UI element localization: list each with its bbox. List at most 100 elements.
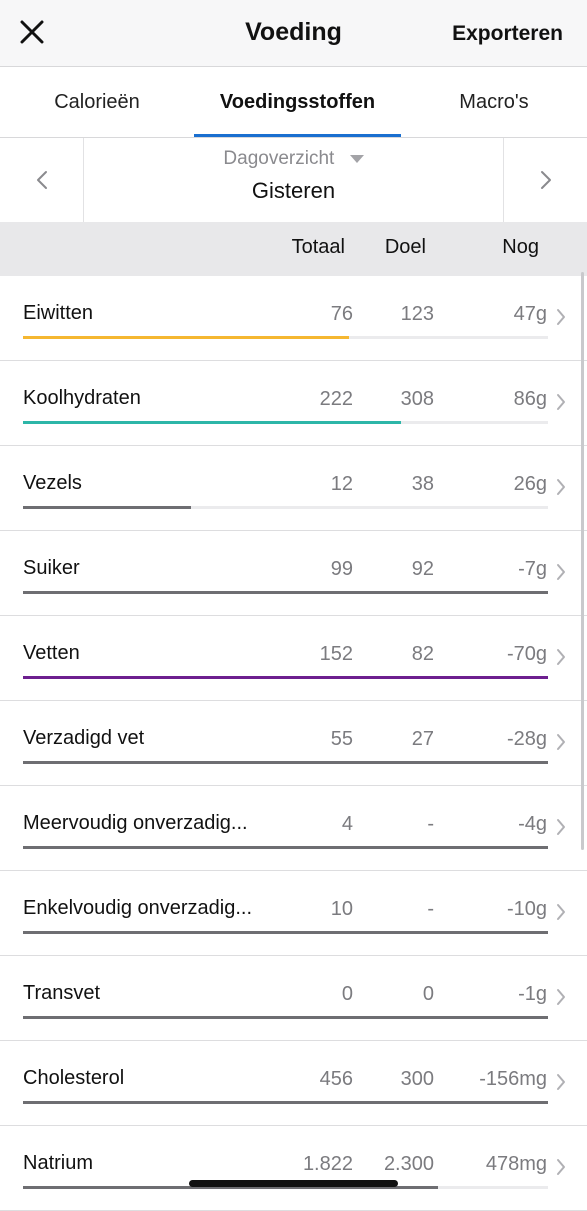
nutrient-left: -28g <box>506 728 547 750</box>
progress-fill <box>23 761 548 764</box>
progress-fill <box>23 506 191 509</box>
nutrient-left: -10g <box>506 898 547 920</box>
close-button[interactable] <box>16 14 52 52</box>
chevron-left-icon <box>36 171 47 189</box>
nutrient-total: 99 <box>330 558 353 580</box>
nutrient-left: 47g <box>513 303 547 325</box>
nutrient-left: -1g <box>518 983 547 1005</box>
column-header-left: Nog <box>502 236 539 258</box>
nutrient-total: 152 <box>319 643 353 665</box>
next-day-button[interactable] <box>503 138 587 222</box>
chevron-right-icon <box>557 989 565 1005</box>
caret-down-icon <box>349 154 364 163</box>
previous-day-button[interactable] <box>0 138 84 222</box>
nutrient-goal: - <box>427 898 434 920</box>
nutrient-left: -70g <box>506 643 547 665</box>
nutrient-name: Natrium <box>23 1152 94 1174</box>
home-indicator <box>189 1180 398 1187</box>
nutrient-total: 4 <box>341 813 353 835</box>
nutrient-row[interactable]: Eiwitten 76 123 47g <box>0 276 587 361</box>
date-display: Dagoverzicht Gisteren <box>84 138 503 222</box>
tab-calories[interactable]: Calorieën <box>54 91 140 113</box>
nutrient-row[interactable]: Natrium 1.822 2.300 478mg <box>0 1126 587 1211</box>
tab-macros[interactable]: Macro's <box>459 91 529 113</box>
chevron-right-icon <box>557 649 565 665</box>
column-header-total: Totaal <box>291 236 345 258</box>
nutrient-row[interactable]: Enkelvoudig onverzadig... 10 - -10g <box>0 871 587 956</box>
progress-track <box>23 1101 548 1104</box>
nutrient-name: Transvet <box>23 982 101 1004</box>
nutrient-total: 76 <box>330 303 353 325</box>
progress-fill <box>23 676 548 679</box>
nutrient-left: 86g <box>513 388 547 410</box>
nutrient-total: 12 <box>330 473 353 495</box>
selected-date: Gisteren <box>251 178 336 203</box>
chevron-right-icon <box>557 479 565 495</box>
nutrient-goal: - <box>427 813 434 835</box>
date-selector: Dagoverzicht Gisteren <box>0 138 587 222</box>
nutrient-left: -156mg <box>479 1068 547 1090</box>
column-header-goal: Doel <box>384 236 426 258</box>
active-tab-indicator <box>194 134 401 137</box>
nutrient-list: Eiwitten 76 123 47g Koolhydraten 222 308 86g Vez… <box>0 276 587 1211</box>
chevron-right-icon <box>557 819 565 835</box>
progress-fill <box>23 421 401 424</box>
progress-fill <box>23 1186 438 1189</box>
tab-nutrients[interactable]: Voedingsstoffen <box>219 91 376 113</box>
progress-track <box>23 506 548 509</box>
chevron-right-icon <box>557 1074 565 1090</box>
nutrient-total: 222 <box>319 388 353 410</box>
close-icon <box>20 20 44 44</box>
nutrient-name: Cholesterol <box>23 1067 125 1089</box>
nutrient-goal: 92 <box>411 558 434 580</box>
nutrient-name: Eiwitten <box>23 302 94 324</box>
chevron-right-icon <box>557 1159 565 1175</box>
nutrient-name: Enkelvoudig onverzadig... <box>23 897 253 919</box>
chevron-right-icon <box>557 734 565 750</box>
export-button[interactable]: Exporteren <box>452 22 563 45</box>
view-mode-dropdown[interactable]: Dagoverzicht <box>223 148 364 170</box>
nutrient-name: Suiker <box>23 557 80 579</box>
nutrient-left: 26g <box>513 473 547 495</box>
progress-track <box>23 591 548 594</box>
nutrient-row[interactable]: Cholesterol 456 300 -156mg <box>0 1041 587 1126</box>
nutrient-goal: 27 <box>411 728 434 750</box>
nutrient-goal: 82 <box>411 643 434 665</box>
progress-fill <box>23 336 349 339</box>
progress-track <box>23 336 548 339</box>
tab-bar: Calorieën Voedingsstoffen Macro's <box>0 67 587 138</box>
chevron-right-icon <box>557 394 565 410</box>
progress-fill <box>23 1101 548 1104</box>
nutrient-row[interactable]: Vezels 12 38 26g <box>0 446 587 531</box>
nutrient-name: Meervoudig onverzadig... <box>23 812 248 834</box>
progress-fill <box>23 591 548 594</box>
progress-track <box>23 931 548 934</box>
nutrient-total: 0 <box>341 983 353 1005</box>
nutrient-row[interactable]: Meervoudig onverzadig... 4 - -4g <box>0 786 587 871</box>
nutrient-row[interactable]: Verzadigd vet 55 27 -28g <box>0 701 587 786</box>
progress-fill <box>23 846 548 849</box>
progress-track <box>23 676 548 679</box>
nutrient-goal: 38 <box>411 473 434 495</box>
nutrient-row[interactable]: Koolhydraten 222 308 86g <box>0 361 587 446</box>
nutrient-left: -7g <box>518 558 547 580</box>
progress-track <box>23 761 548 764</box>
view-mode-label: Dagoverzicht <box>223 148 335 169</box>
nutrient-row[interactable]: Suiker 99 92 -7g <box>0 531 587 616</box>
nutrient-left: -4g <box>518 813 547 835</box>
nutrient-total: 456 <box>319 1068 353 1090</box>
nutrient-total: 10 <box>330 898 353 920</box>
scrollbar[interactable] <box>581 272 584 850</box>
nutrient-goal: 0 <box>422 983 434 1005</box>
nutrient-row[interactable]: Vetten 152 82 -70g <box>0 616 587 701</box>
chevron-right-icon <box>540 171 551 189</box>
nutrient-goal: 308 <box>400 388 434 410</box>
nutrient-goal: 2.300 <box>383 1153 434 1175</box>
nutrient-goal: 300 <box>400 1068 434 1090</box>
nutrient-goal: 123 <box>400 303 434 325</box>
nutrient-total: 55 <box>330 728 353 750</box>
progress-track <box>23 1186 548 1189</box>
nutrient-left: 478mg <box>485 1153 547 1175</box>
nutrient-row[interactable]: Transvet 0 0 -1g <box>0 956 587 1041</box>
chevron-right-icon <box>557 904 565 920</box>
